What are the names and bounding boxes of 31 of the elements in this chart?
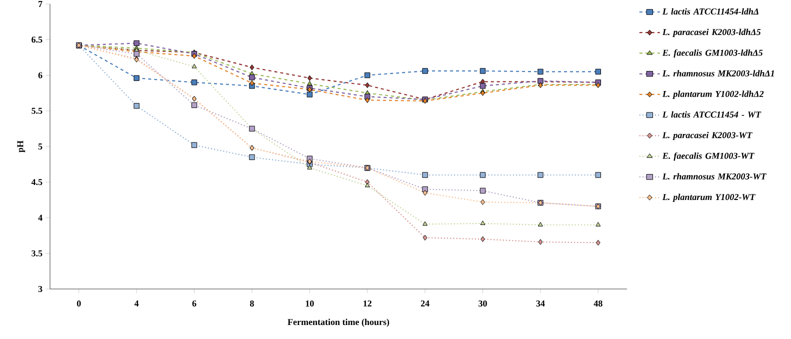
- x-tick-label: 10: [306, 300, 314, 307]
- legend-label: L lactis ATCC11454-ldhΔ: [662, 8, 758, 15]
- legend-label: E. faecalis GM1003-ldhΔ5: [662, 49, 763, 58]
- legend-label: L. paracasei K2003-WT: [662, 132, 752, 140]
- y-tick-label: 6: [38, 72, 42, 78]
- legend-label: L. plantarum Y1002-ldhΔ2: [662, 90, 764, 99]
- y-tick-label: 4.5: [31, 179, 42, 186]
- y-tick-label: 7: [38, 1, 42, 7]
- legend-label: L lactis ATCC11454 - WT: [662, 111, 762, 118]
- y-tick-label: 5.5: [32, 108, 42, 114]
- y-tick-label: 5: [38, 143, 42, 150]
- x-tick-label: 12: [364, 300, 372, 306]
- x-tick-label: 6: [192, 300, 196, 307]
- y-tick-label: 4: [38, 214, 42, 221]
- x-tick-label: 34: [536, 300, 545, 307]
- x-tick-label: 48: [594, 300, 602, 307]
- legend-label: E. faecalis GM1003-WT: [662, 152, 754, 161]
- x-axis-title: Fermentation time (hours): [288, 318, 390, 327]
- y-tick-label: 6.5: [32, 36, 42, 43]
- x-tick-label: 0: [76, 300, 81, 307]
- y-tick-label: 3: [38, 286, 42, 292]
- legend-label: L. paracasei K2003-ldhΔ5: [662, 28, 761, 37]
- y-axis-title: pH: [17, 140, 26, 152]
- y-tick-label: 3.5: [32, 250, 42, 256]
- legend-label: L. rhamnosus MK2003-WT: [662, 173, 766, 180]
- legend-label: L. plantarum Y1002-WT: [662, 194, 756, 202]
- x-tick-label: 30: [478, 300, 487, 307]
- legend-label: L. rhamnosus MK2003-ldhΔ1: [662, 70, 774, 76]
- x-tick-label: 8: [250, 300, 254, 307]
- x-tick-label: 24: [420, 300, 430, 306]
- x-tick-label: 4: [134, 300, 139, 306]
